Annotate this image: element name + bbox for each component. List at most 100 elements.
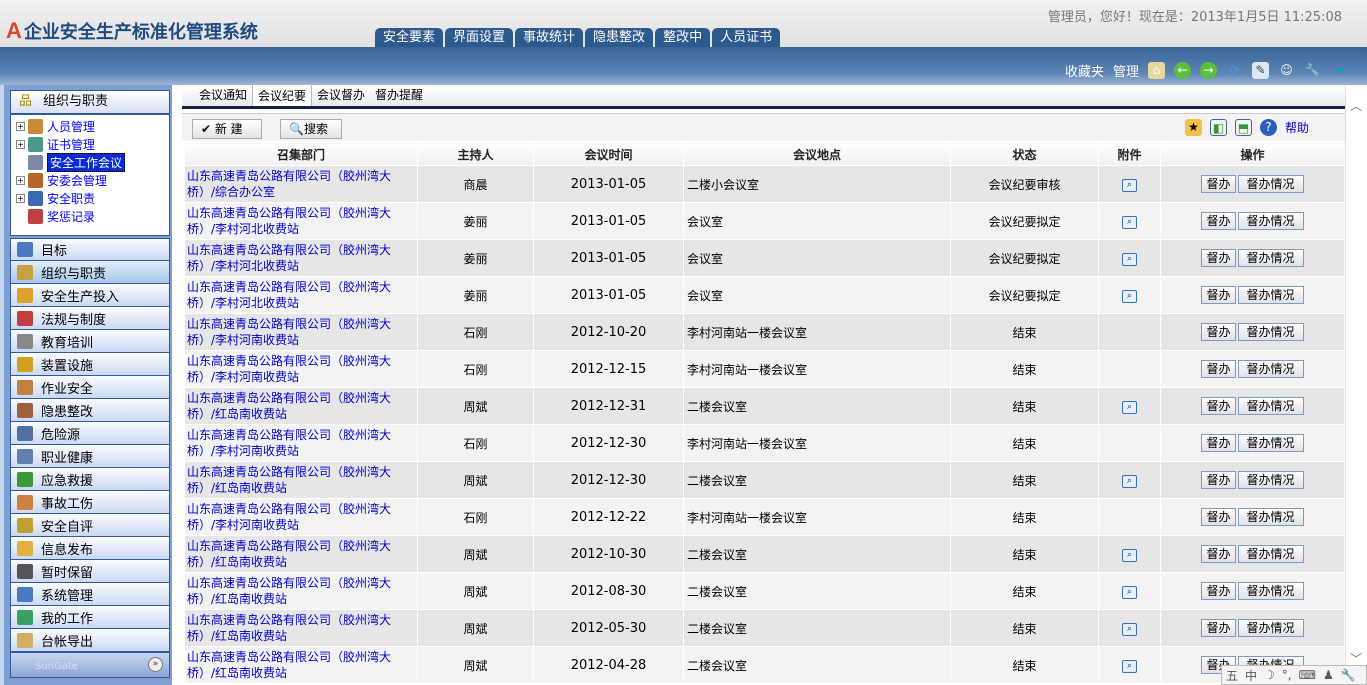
sidebar-item[interactable]: 隐患整改 <box>10 399 170 422</box>
supervise-status-button[interactable]: 督办情况 <box>1237 323 1304 341</box>
supervise-status-button[interactable]: 督办情况 <box>1237 286 1304 304</box>
refresh-icon[interactable]: ⟳ <box>1229 63 1240 77</box>
attachment-icon[interactable]: ⌕ <box>1122 216 1137 229</box>
supervise-status-button[interactable]: 督办情况 <box>1237 175 1304 193</box>
sidebar-item[interactable]: 教育培训 <box>10 330 170 353</box>
sub-tab[interactable]: 会议纪要 <box>252 84 313 106</box>
collapse-top-icon[interactable]: ⬒ <box>1234 119 1252 136</box>
dept-link[interactable]: 山东高速青岛公路有限公司（胶州湾大桥）/李村河北收费站 <box>184 202 418 240</box>
tree-item[interactable]: + 人员管理 <box>11 117 169 135</box>
sidebar-item[interactable]: 法规与制度 <box>10 307 170 330</box>
wrench-icon[interactable]: 🔧 <box>1305 63 1320 77</box>
supervise-status-button[interactable]: 督办情况 <box>1237 212 1304 230</box>
manage-link[interactable]: 管理 <box>1112 65 1139 80</box>
sidebar-item[interactable]: 装置设施 <box>10 353 170 376</box>
sidebar-item[interactable]: 组织与职责 <box>10 261 170 284</box>
supervise-button[interactable]: 督办 <box>1201 286 1236 304</box>
nav-tab[interactable]: 界面设置 <box>445 28 514 47</box>
dept-link[interactable]: 山东高速青岛公路有限公司（胶州湾大桥）/李村河南收费站 <box>184 498 418 536</box>
supervise-button[interactable]: 督办 <box>1201 508 1236 526</box>
supervise-status-button[interactable]: 督办情况 <box>1237 249 1304 267</box>
dept-link[interactable]: 山东高速青岛公路有限公司（胶州湾大桥）/红岛南收费站 <box>184 609 418 647</box>
help-link[interactable]: 帮助 <box>1284 121 1309 135</box>
attachment-icon[interactable]: ⌕ <box>1122 290 1137 303</box>
attachment-icon[interactable]: ⌕ <box>1122 179 1137 192</box>
supervise-button[interactable]: 督办 <box>1201 434 1236 452</box>
collapse-panel-icon[interactable]: ◧ <box>1209 119 1227 136</box>
home-icon[interactable]: ⌂ <box>1148 62 1165 79</box>
dept-link[interactable]: 山东高速青岛公路有限公司（胶州湾大桥）/红岛南收费站 <box>184 461 418 499</box>
supervise-button[interactable]: 督办 <box>1201 619 1236 637</box>
sidebar-item[interactable]: 安全自评 <box>10 514 170 537</box>
back-icon[interactable]: ← <box>1174 62 1191 79</box>
folder-star-icon[interactable]: ★ <box>1184 119 1202 136</box>
supervise-button[interactable]: 督办 <box>1201 471 1236 489</box>
sub-tab[interactable]: 会议督办 <box>317 88 366 102</box>
supervise-status-button[interactable]: 督办情况 <box>1237 434 1304 452</box>
dept-link[interactable]: 山东高速青岛公路有限公司（胶州湾大桥）/李村河北收费站 <box>184 239 418 277</box>
scroll-down-icon[interactable]: ﹀ <box>1350 652 1363 666</box>
ime-icon[interactable]: ☽ <box>1264 668 1275 682</box>
ime-icon[interactable]: ⌨ <box>1298 668 1316 682</box>
tree-item[interactable]: + 安全职责 <box>11 189 169 207</box>
new-button[interactable]: ✔ 新 建 <box>192 119 262 139</box>
tree-item[interactable]: + 安委会管理 <box>11 171 169 189</box>
user-chat-icon[interactable]: ☺ <box>1280 63 1293 77</box>
ime-icon[interactable]: °, <box>1281 668 1292 682</box>
expand-icon[interactable]: + <box>16 139 25 149</box>
sidebar-section-header[interactable]: 品组织与职责 <box>10 90 170 114</box>
attachment-icon[interactable]: ⌕ <box>1122 586 1137 599</box>
tree-item[interactable]: 奖惩记录 <box>11 207 169 225</box>
sidebar-item[interactable]: 我的工作 <box>10 606 170 629</box>
attachment-icon[interactable]: ⌕ <box>1122 623 1137 636</box>
sidebar-item[interactable]: 安全生产投入 <box>10 284 170 307</box>
tree-item[interactable]: 安全工作会议 <box>11 152 169 172</box>
sidebar-item[interactable]: 信息发布 <box>10 537 170 560</box>
sidebar-item[interactable]: 作业安全 <box>10 376 170 399</box>
expand-icon[interactable]: » <box>148 657 163 672</box>
dept-link[interactable]: 山东高速青岛公路有限公司（胶州湾大桥）/红岛南收费站 <box>184 572 418 610</box>
sub-tab[interactable]: 督办提醒 <box>375 88 424 102</box>
sidebar-item[interactable]: 事故工伤 <box>10 491 170 514</box>
search-button[interactable]: 🔍搜索 <box>280 119 342 139</box>
supervise-status-button[interactable]: 督办情况 <box>1237 397 1304 415</box>
help-icon[interactable]: ? <box>1259 119 1277 136</box>
nav-tab[interactable]: 安全要素 <box>375 28 444 47</box>
supervise-button[interactable]: 督办 <box>1201 360 1236 378</box>
nav-tab[interactable]: 人员证书 <box>712 28 781 47</box>
exit-icon[interactable]: ⇥ <box>1333 63 1344 77</box>
sidebar-item[interactable]: 应急救援 <box>10 468 170 491</box>
favorites-link[interactable]: 收藏夹 <box>1064 65 1104 80</box>
supervise-status-button[interactable]: 督办情况 <box>1237 360 1304 378</box>
ime-icon[interactable]: 🔧 <box>1340 668 1356 682</box>
edit-icon[interactable]: ✎ <box>1252 62 1269 79</box>
nav-tab[interactable]: 隐患整改 <box>585 28 654 47</box>
supervise-button[interactable]: 督办 <box>1201 582 1236 600</box>
scroll-up-icon[interactable]: ︿ <box>1350 99 1363 113</box>
vertical-scrollbar[interactable]: ︿ ﹀ <box>1345 85 1367 685</box>
tree-item[interactable]: + 证书管理 <box>11 135 169 153</box>
supervise-button[interactable]: 督办 <box>1201 397 1236 415</box>
sidebar-item[interactable]: 职业健康 <box>10 445 170 468</box>
dept-link[interactable]: 山东高速青岛公路有限公司（胶州湾大桥）/李村河北收费站 <box>184 276 418 314</box>
supervise-status-button[interactable]: 督办情况 <box>1237 582 1304 600</box>
nav-tab[interactable]: 事故统计 <box>515 28 584 47</box>
supervise-status-button[interactable]: 督办情况 <box>1237 508 1304 526</box>
supervise-status-button[interactable]: 督办情况 <box>1237 545 1304 563</box>
dept-link[interactable]: 山东高速青岛公路有限公司（胶州湾大桥）/红岛南收费站 <box>184 535 418 573</box>
attachment-icon[interactable]: ⌕ <box>1122 549 1137 562</box>
sub-tab[interactable]: 会议通知 <box>199 88 248 102</box>
dept-link[interactable]: 山东高速青岛公路有限公司（胶州湾大桥）/红岛南收费站 <box>184 387 418 425</box>
dept-link[interactable]: 山东高速青岛公路有限公司（胶州湾大桥）/李村河南收费站 <box>184 350 418 388</box>
supervise-button[interactable]: 督办 <box>1201 323 1236 341</box>
sidebar-item[interactable]: 暂时保留 <box>10 560 170 583</box>
dept-link[interactable]: 山东高速青岛公路有限公司（胶州湾大桥）/李村河南收费站 <box>184 313 418 351</box>
sidebar-item[interactable]: 危险源 <box>10 422 170 445</box>
expand-icon[interactable]: + <box>16 175 25 185</box>
attachment-icon[interactable]: ⌕ <box>1122 253 1137 266</box>
expand-icon[interactable]: + <box>16 121 25 131</box>
attachment-icon[interactable]: ⌕ <box>1122 660 1137 673</box>
sidebar-item[interactable]: 台帐导出 <box>10 629 170 652</box>
supervise-button[interactable]: 督办 <box>1201 249 1236 267</box>
supervise-button[interactable]: 督办 <box>1201 212 1236 230</box>
